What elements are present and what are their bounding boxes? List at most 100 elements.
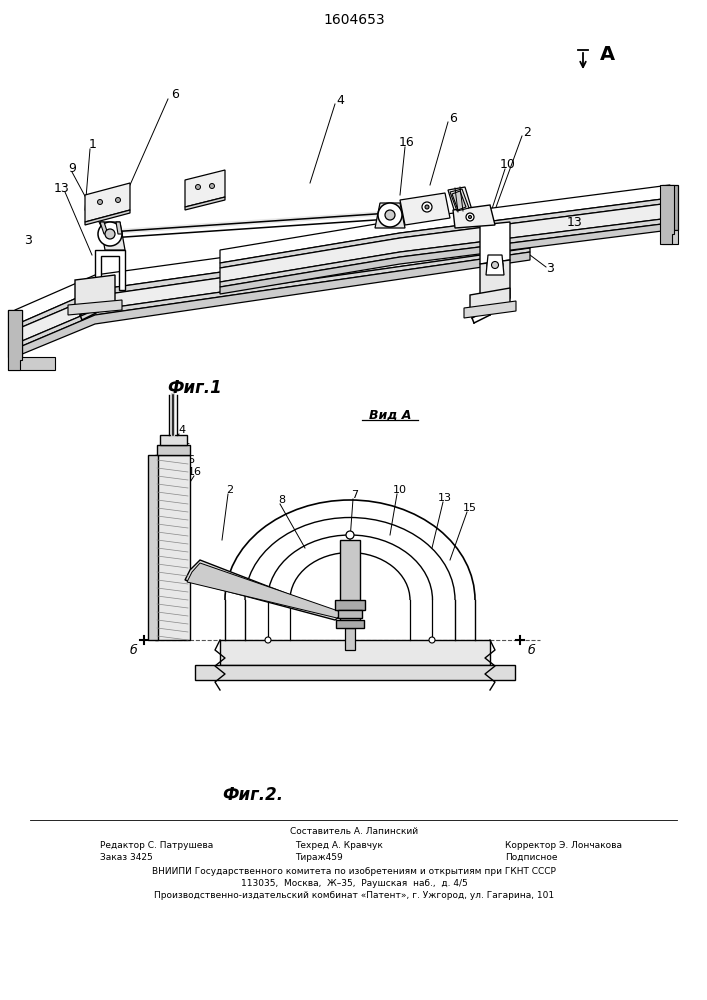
Circle shape xyxy=(422,202,432,212)
Polygon shape xyxy=(453,205,495,228)
Circle shape xyxy=(346,531,354,539)
Text: Фиг.2.: Фиг.2. xyxy=(223,786,284,804)
Polygon shape xyxy=(15,228,530,330)
Text: 15: 15 xyxy=(463,503,477,513)
Text: 16: 16 xyxy=(188,467,202,477)
Polygon shape xyxy=(185,560,342,620)
Text: 16: 16 xyxy=(399,136,415,149)
Polygon shape xyxy=(15,252,530,357)
Polygon shape xyxy=(8,310,22,370)
Polygon shape xyxy=(336,620,364,628)
Polygon shape xyxy=(185,197,225,210)
Circle shape xyxy=(209,184,214,188)
Polygon shape xyxy=(662,185,678,230)
Polygon shape xyxy=(220,640,490,665)
Polygon shape xyxy=(335,600,365,610)
Text: б: б xyxy=(527,644,535,656)
Text: Вид А: Вид А xyxy=(369,408,411,422)
Text: ВНИИПИ Государственного комитета по изобретениям и открытиям при ГКНТ СССР: ВНИИПИ Государственного комитета по изоб… xyxy=(152,867,556,876)
Text: А: А xyxy=(600,45,615,64)
Polygon shape xyxy=(155,455,190,640)
Text: 2: 2 xyxy=(226,485,233,495)
Polygon shape xyxy=(464,301,516,318)
Circle shape xyxy=(98,200,103,205)
Polygon shape xyxy=(85,183,130,222)
Text: 1604653: 1604653 xyxy=(323,13,385,27)
Circle shape xyxy=(378,203,402,227)
Text: 3: 3 xyxy=(24,233,32,246)
Polygon shape xyxy=(448,187,472,213)
Text: Подписное: Подписное xyxy=(505,852,558,861)
Text: Фиг.1: Фиг.1 xyxy=(168,379,223,397)
Text: 13: 13 xyxy=(567,216,583,229)
Polygon shape xyxy=(345,628,355,650)
Circle shape xyxy=(105,229,115,239)
Polygon shape xyxy=(15,248,530,349)
Text: 6: 6 xyxy=(449,111,457,124)
Text: 13: 13 xyxy=(54,182,70,194)
Text: Корректор Э. Лончакова: Корректор Э. Лончакова xyxy=(505,840,622,850)
Circle shape xyxy=(265,637,271,643)
Text: Составитель А. Лапинский: Составитель А. Лапинский xyxy=(290,828,418,836)
Polygon shape xyxy=(452,191,466,210)
Text: 9: 9 xyxy=(68,161,76,174)
Text: 10: 10 xyxy=(500,158,516,172)
Circle shape xyxy=(115,198,120,202)
Polygon shape xyxy=(375,203,405,228)
Text: 4: 4 xyxy=(178,425,185,435)
Text: 3: 3 xyxy=(546,261,554,274)
Text: Производственно-издательский комбинат «Патент», г. Ужгород, ул. Гагарина, 101: Производственно-издательский комбинат «П… xyxy=(154,892,554,900)
Polygon shape xyxy=(195,665,515,680)
Polygon shape xyxy=(15,233,530,344)
Polygon shape xyxy=(116,222,122,234)
Circle shape xyxy=(425,205,429,209)
Circle shape xyxy=(385,210,395,220)
Text: 7: 7 xyxy=(351,490,358,500)
Text: Редактор С. Патрушева: Редактор С. Патрушева xyxy=(100,840,214,850)
Text: Заказ 3425: Заказ 3425 xyxy=(100,852,153,861)
Text: 1: 1 xyxy=(89,138,97,151)
Polygon shape xyxy=(660,185,674,244)
Polygon shape xyxy=(338,610,362,618)
Text: 2: 2 xyxy=(523,125,531,138)
Circle shape xyxy=(196,184,201,190)
Text: Тираж459: Тираж459 xyxy=(295,852,343,861)
Polygon shape xyxy=(85,210,130,225)
Polygon shape xyxy=(8,310,22,357)
Text: 6: 6 xyxy=(171,89,179,102)
Polygon shape xyxy=(160,435,187,445)
Text: 10: 10 xyxy=(393,485,407,495)
Polygon shape xyxy=(340,540,360,620)
Polygon shape xyxy=(470,288,510,315)
Polygon shape xyxy=(100,222,108,234)
Polygon shape xyxy=(220,198,670,268)
Polygon shape xyxy=(187,563,344,618)
Text: 4: 4 xyxy=(336,94,344,106)
Polygon shape xyxy=(185,170,225,207)
Polygon shape xyxy=(220,223,670,294)
Text: 8: 8 xyxy=(279,495,286,505)
Polygon shape xyxy=(148,455,158,640)
Text: 6: 6 xyxy=(187,455,194,465)
Polygon shape xyxy=(480,260,510,302)
Circle shape xyxy=(487,257,503,273)
Circle shape xyxy=(98,222,122,246)
Polygon shape xyxy=(100,222,125,250)
Text: 113035,  Москва,  Ж–35,  Раушская  наб.,  д. 4/5: 113035, Москва, Ж–35, Раушская наб., д. … xyxy=(240,880,467,888)
Text: 5: 5 xyxy=(184,443,190,453)
Polygon shape xyxy=(220,203,670,282)
Polygon shape xyxy=(75,275,115,310)
Text: 13: 13 xyxy=(438,493,452,503)
Polygon shape xyxy=(220,185,670,263)
Circle shape xyxy=(491,261,498,268)
Polygon shape xyxy=(68,300,122,315)
Polygon shape xyxy=(220,218,670,287)
Polygon shape xyxy=(486,255,504,275)
Polygon shape xyxy=(662,230,678,244)
Text: Техред А. Кравчук: Техред А. Кравчук xyxy=(295,840,383,850)
Polygon shape xyxy=(450,189,469,211)
Polygon shape xyxy=(95,250,125,290)
Circle shape xyxy=(466,213,474,221)
Circle shape xyxy=(469,216,472,219)
Polygon shape xyxy=(480,222,510,264)
